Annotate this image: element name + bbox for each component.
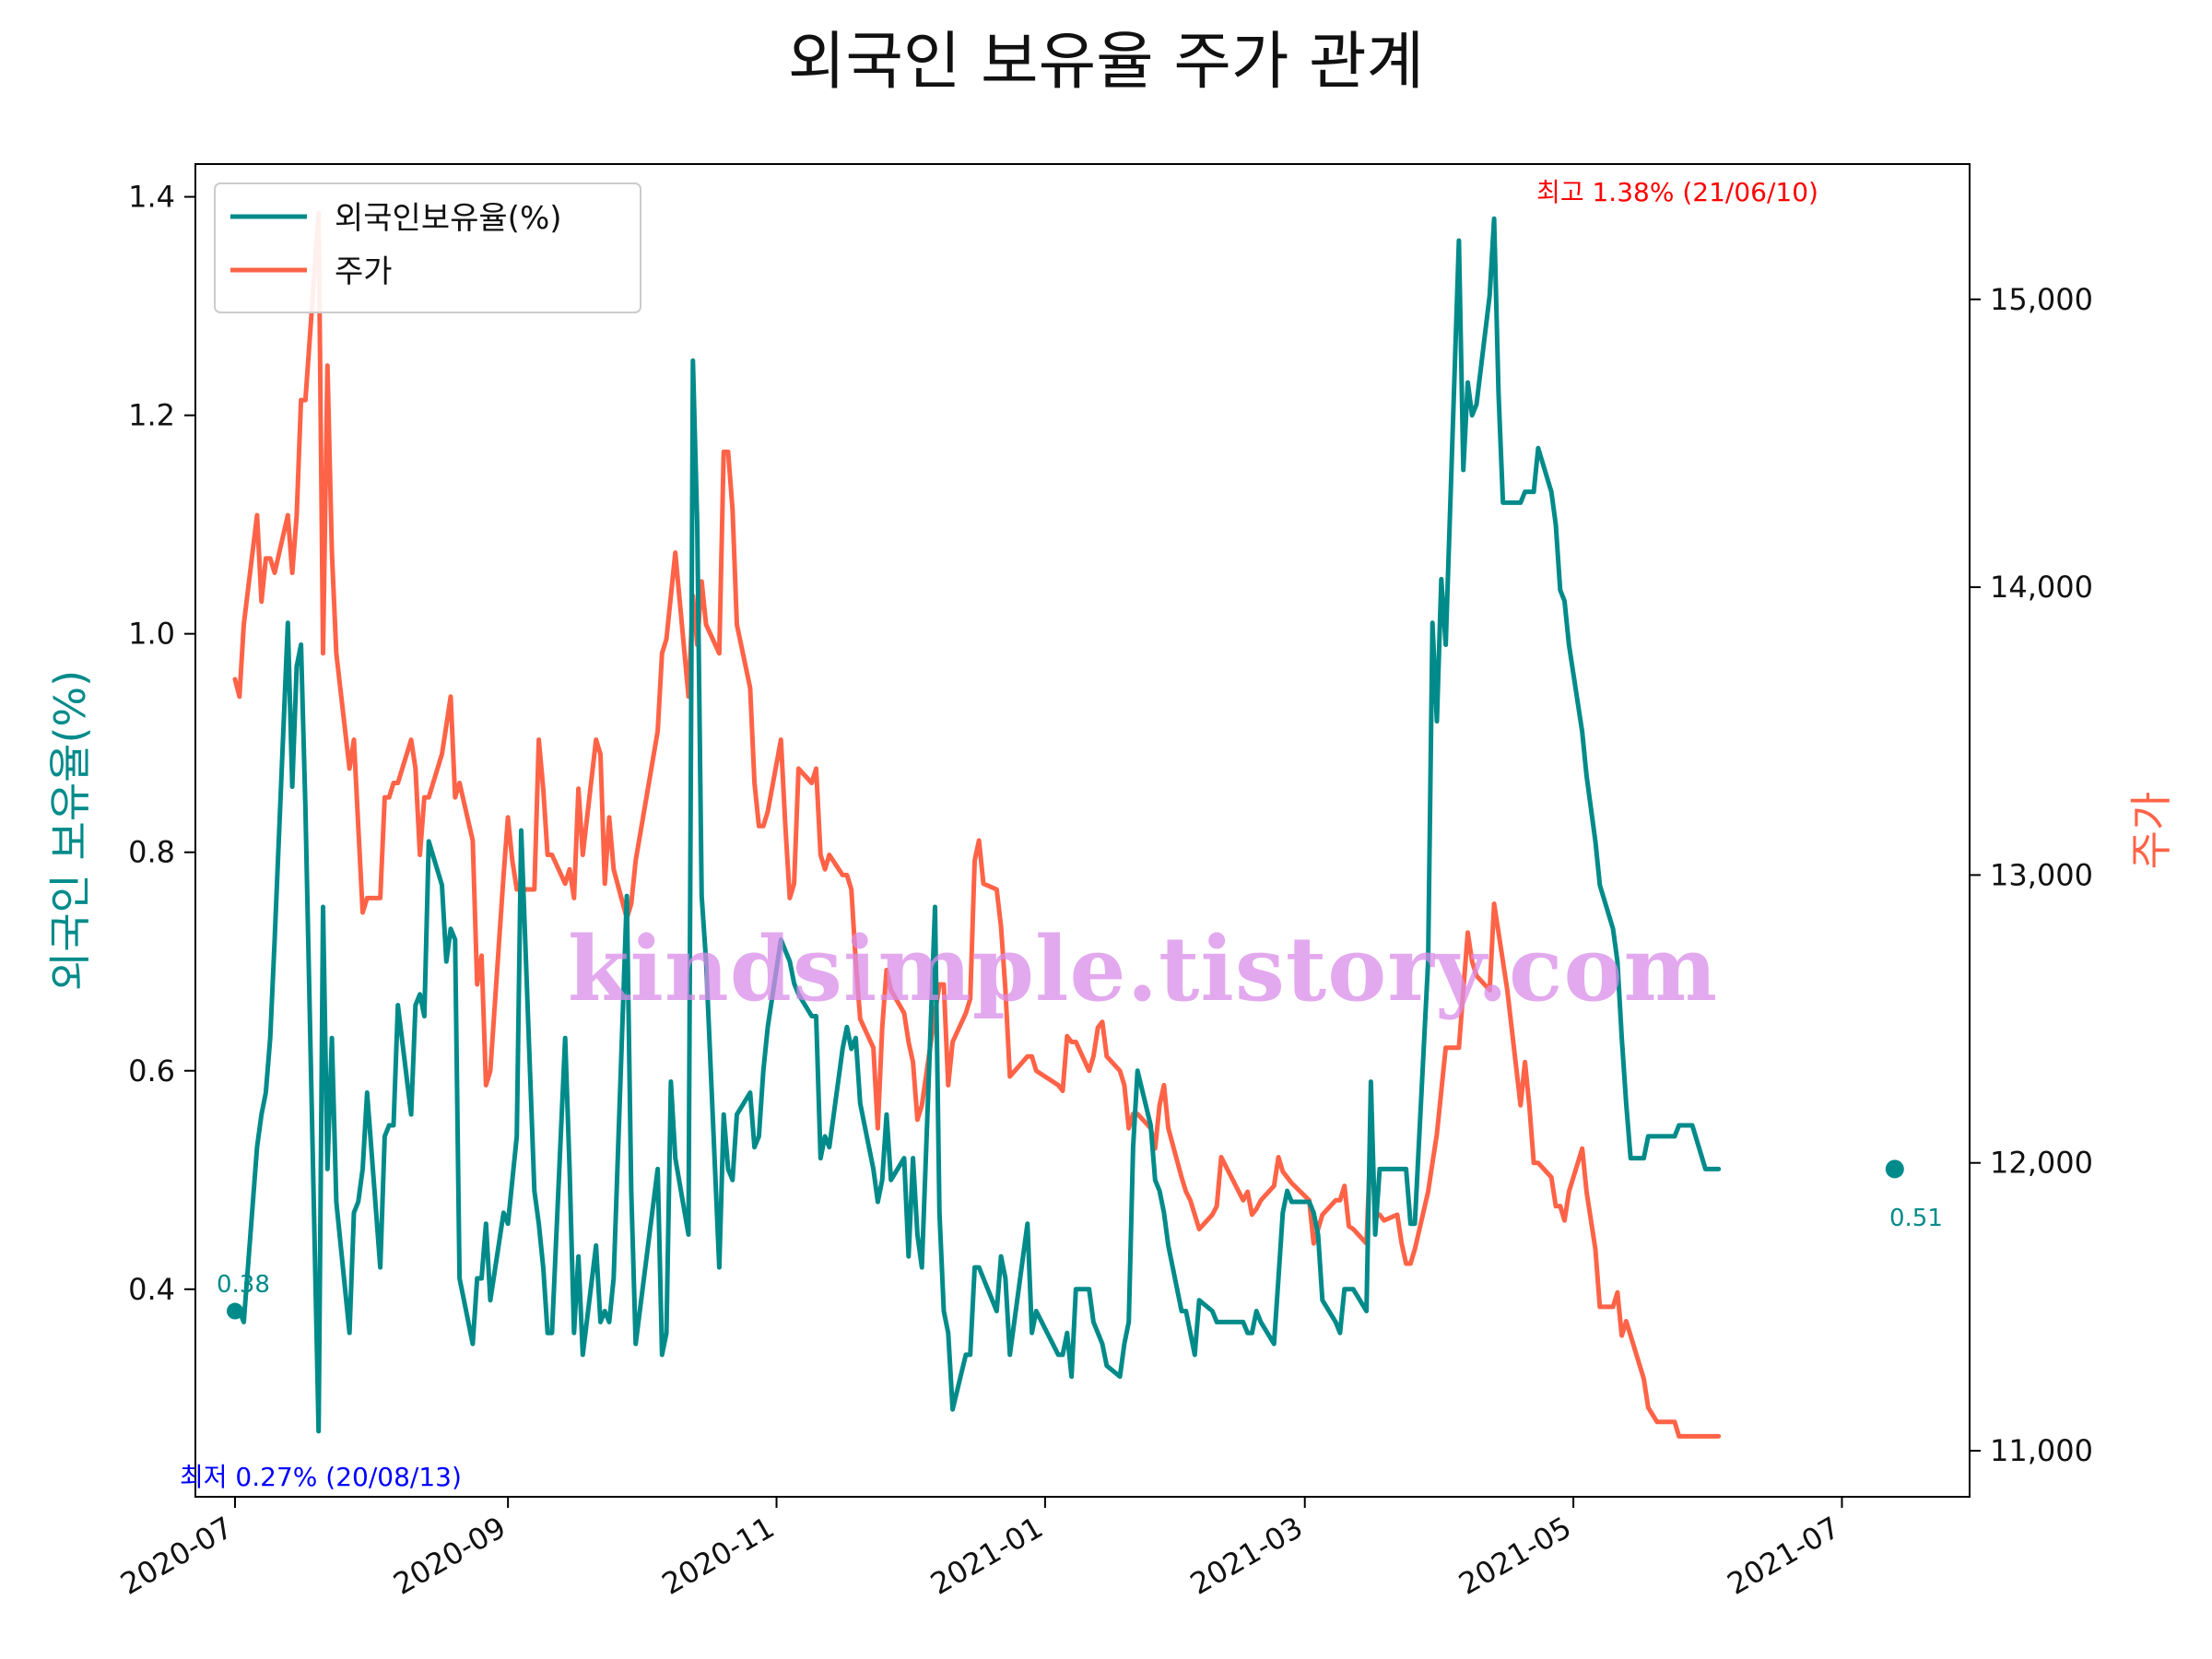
y-left-tick-label: 1.2	[128, 398, 175, 433]
end-point-marker	[1885, 1159, 1904, 1179]
stock-price-line	[232, 210, 1722, 1439]
y-left-tick-label: 0.8	[128, 835, 175, 870]
plot-area	[194, 163, 1971, 1498]
legend-box	[214, 182, 641, 313]
legend: 외국인보유율(%) 주가	[214, 182, 641, 313]
start-value-label: 0.38	[217, 1271, 270, 1299]
chart-title: 외국인 보유율 주가 관계	[788, 26, 1424, 99]
end-value-label: 0.51	[1889, 1205, 1943, 1232]
y-right-tick-label: 15,000	[1990, 282, 2093, 317]
max-annotation: 최고 1.38% (21/06/10)	[1536, 177, 1818, 207]
y-right-tick-label: 13,000	[1990, 857, 2093, 892]
y-axis-right-label: 주가	[2126, 792, 2176, 870]
foreign-ownership-line	[232, 216, 1722, 1434]
y-left-tick-label: 1.0	[128, 617, 175, 652]
y-left-tick-label: 1.4	[128, 180, 175, 215]
watermark-text: kindsimple.tistory.com	[568, 917, 1718, 1021]
y-left-tick-label: 0.4	[128, 1272, 175, 1307]
y-right-tick-label: 14,000	[1990, 570, 2093, 605]
y-right-tick-label: 11,000	[1990, 1433, 2093, 1468]
legend-label-price: 주가	[335, 253, 393, 290]
legend-label-foreign: 외국인보유율(%)	[335, 200, 562, 237]
y-right-tick-label: 12,000	[1990, 1146, 2093, 1181]
y-axis-left-label: 외국인 보유율(%)	[45, 670, 95, 991]
y-left-tick-label: 0.6	[128, 1053, 175, 1088]
min-annotation: 최저 0.27% (20/08/13)	[180, 1462, 462, 1492]
start-point-marker	[226, 1302, 243, 1320]
